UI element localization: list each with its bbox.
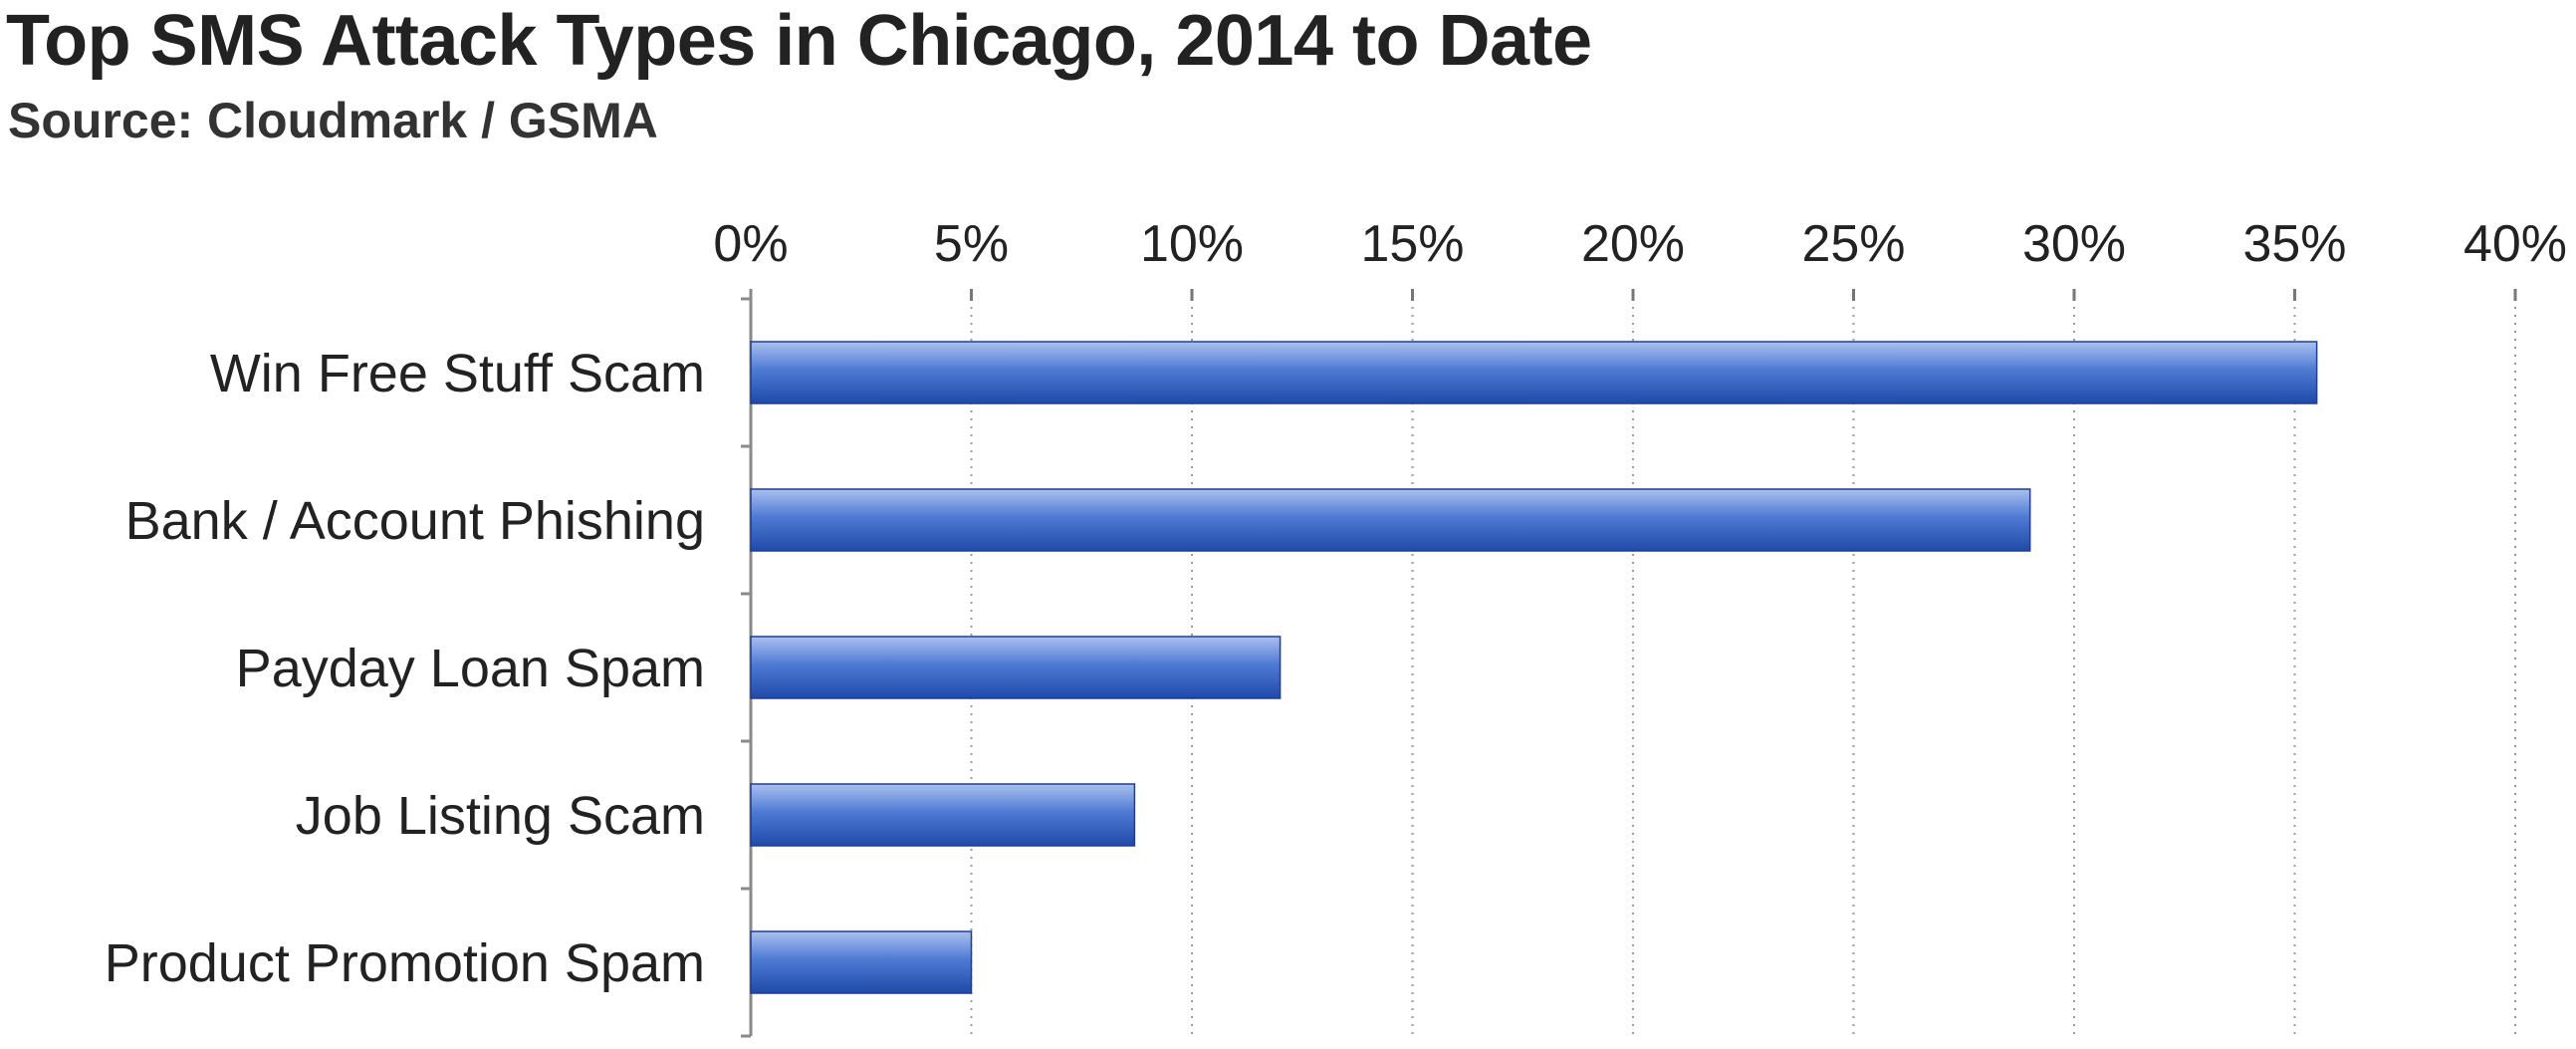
category-label: Win Free Stuff Scam bbox=[210, 344, 705, 403]
x-tick-label: 15% bbox=[1360, 215, 1464, 273]
x-tick-label: 25% bbox=[1801, 215, 1905, 273]
chart-subtitle: Source: Cloudmark / GSMA bbox=[8, 93, 658, 148]
bars bbox=[750, 341, 2318, 994]
x-tick-label: 40% bbox=[2463, 215, 2567, 273]
x-tick-label: 0% bbox=[713, 215, 788, 273]
x-tick-label: 35% bbox=[2242, 215, 2346, 273]
x-tick-label: 10% bbox=[1140, 215, 1244, 273]
category-label: Payday Loan Spam bbox=[236, 639, 705, 698]
category-label: Bank / Account Phishing bbox=[125, 491, 705, 551]
bar bbox=[750, 783, 1136, 847]
chart-title: Top SMS Attack Types in Chicago, 2014 to… bbox=[6, 1, 1592, 81]
x-tick-label: 30% bbox=[2022, 215, 2126, 273]
bar bbox=[750, 341, 2318, 404]
bar bbox=[750, 930, 973, 994]
category-label: Product Promotion Spam bbox=[105, 933, 705, 993]
labels: 0% 5% 10% 15% 20% 25% 30% 35% 40% Win Free Stuff … bbox=[105, 215, 2567, 993]
bar bbox=[750, 636, 1282, 699]
category-label: Job Listing Scam bbox=[296, 786, 705, 846]
bar bbox=[750, 488, 2031, 552]
x-tick-label: 5% bbox=[934, 215, 1009, 273]
x-tick-label: 20% bbox=[1581, 215, 1685, 273]
